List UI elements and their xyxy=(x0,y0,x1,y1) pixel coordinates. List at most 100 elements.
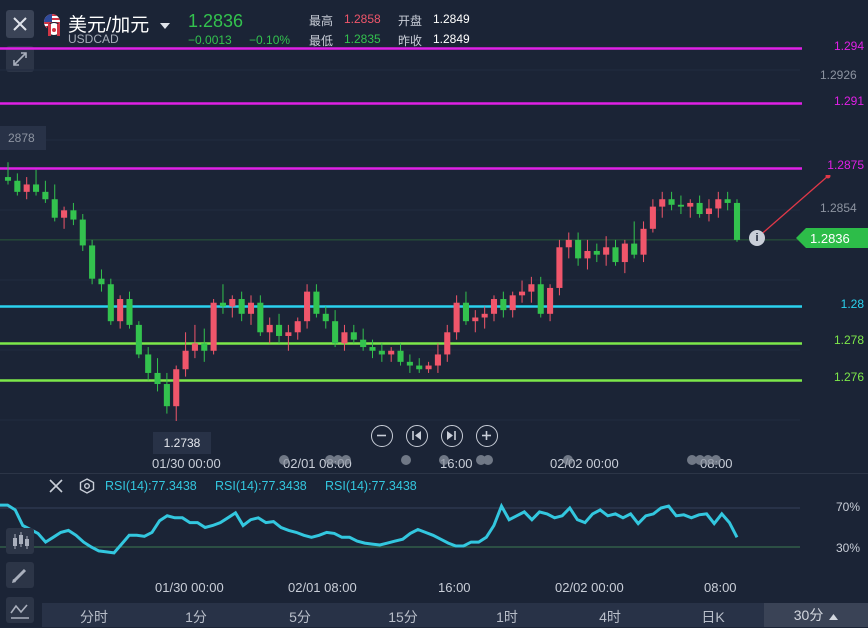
rsi-chart[interactable] xyxy=(0,490,868,580)
candle-body xyxy=(462,302,469,322)
chart-type-button[interactable] xyxy=(6,597,34,623)
level-tag: 1.294 xyxy=(802,39,864,56)
candle-body xyxy=(677,204,684,207)
candle-body xyxy=(584,250,591,259)
high-label: 最高 xyxy=(309,14,334,28)
tab-timeframe[interactable]: 1分 xyxy=(185,609,207,625)
candle-body xyxy=(257,302,264,333)
skip-next-button[interactable] xyxy=(441,425,463,447)
candle-body xyxy=(98,278,105,285)
tab-timeframe-active[interactable]: 30分 xyxy=(764,603,868,627)
candle-body xyxy=(51,199,58,218)
prev-close-label: 昨收 xyxy=(398,34,423,48)
settings-hexagon-icon xyxy=(79,478,95,494)
candle-body xyxy=(229,299,236,307)
tab-timeframe[interactable]: 5分 xyxy=(289,609,311,625)
candle-body xyxy=(117,299,124,322)
candle-body xyxy=(659,199,666,207)
rsi-level-high: 70% xyxy=(836,500,861,514)
info-icon[interactable]: i xyxy=(749,230,765,246)
candle-body xyxy=(285,332,292,336)
zoom-in-button[interactable] xyxy=(476,425,498,447)
collapse-button[interactable] xyxy=(6,46,34,72)
candle-body xyxy=(406,361,413,366)
pencil-icon xyxy=(12,568,27,583)
candle-body xyxy=(360,339,367,348)
canada-flag-icon xyxy=(47,22,61,36)
draw-button[interactable] xyxy=(6,562,34,588)
candle-body xyxy=(733,202,741,240)
candle-body xyxy=(70,210,77,220)
close-button[interactable] xyxy=(6,10,34,38)
time-label: 08:00 xyxy=(704,580,737,595)
candle-body xyxy=(341,332,348,344)
candle-body xyxy=(631,243,638,255)
candle-body xyxy=(453,302,460,333)
candle-body xyxy=(322,313,329,322)
indicator-button[interactable] xyxy=(6,528,34,554)
divider xyxy=(0,473,868,474)
candle-body xyxy=(145,354,152,373)
last-price: 1.2836 xyxy=(188,11,244,31)
collapse-arrows-icon xyxy=(13,52,27,66)
annotation-line xyxy=(756,175,829,239)
level-lines xyxy=(0,47,806,382)
price-change-pct: −0.10% xyxy=(249,33,291,47)
candle-body xyxy=(4,177,12,181)
candle-body xyxy=(528,284,535,292)
candle-body xyxy=(154,372,161,385)
event-markers[interactable] xyxy=(0,450,868,470)
time-label: 16:00 xyxy=(438,580,471,595)
candle-body xyxy=(434,354,441,366)
skip-prev-button[interactable] xyxy=(406,425,428,447)
tab-timeframe[interactable]: 1时 xyxy=(496,609,518,625)
candle-body xyxy=(565,239,572,248)
candle-body xyxy=(126,299,133,325)
rsi-close-button[interactable] xyxy=(48,478,64,499)
tab-timeframe[interactable]: 15分 xyxy=(388,609,418,625)
symbol-name[interactable]: 美元/加元 xyxy=(68,15,150,36)
candle-body xyxy=(649,206,656,229)
candle-body xyxy=(556,247,563,288)
rsi-settings-button[interactable] xyxy=(79,478,95,499)
candle-body xyxy=(294,321,301,333)
time-label: 01/30 00:00 xyxy=(152,456,221,471)
low-label: 最低 xyxy=(309,34,334,48)
candle-body xyxy=(23,184,30,192)
tab-timeframe[interactable]: 日K xyxy=(701,609,725,625)
level-tag: 1.2875 xyxy=(802,158,864,175)
candle-body xyxy=(14,180,21,192)
candle-body xyxy=(715,199,722,209)
candle-body xyxy=(519,291,526,296)
time-label: 01/30 00:00 xyxy=(155,580,224,595)
candle-body xyxy=(304,291,311,322)
current-price-text: 1.2836 xyxy=(810,231,850,246)
candle-body xyxy=(238,299,245,314)
candle-body xyxy=(276,324,283,336)
candle-body xyxy=(79,219,86,246)
candle-body xyxy=(575,239,582,259)
candle-body xyxy=(425,365,432,370)
candle-body xyxy=(640,228,647,255)
candle-body xyxy=(378,350,385,355)
candle-body xyxy=(369,347,376,351)
candle-body xyxy=(537,284,544,314)
price-change: −0.0013 xyxy=(188,33,232,47)
zoom-in-icon xyxy=(482,431,491,440)
candle-body xyxy=(612,247,619,263)
candle-body xyxy=(89,245,96,279)
candlestick-chart[interactable] xyxy=(0,0,868,480)
timeframe-bar xyxy=(42,603,868,627)
zoom-out-button[interactable] xyxy=(371,425,393,447)
candle-body xyxy=(687,202,694,207)
candle-body xyxy=(201,343,208,351)
dropdown-caret-icon[interactable] xyxy=(160,17,170,35)
candle-body xyxy=(313,291,320,314)
tab-timeframe[interactable]: 分时 xyxy=(80,609,108,625)
candle-body xyxy=(182,350,189,370)
open-value: 1.2849 xyxy=(433,12,470,26)
candle-body xyxy=(163,384,170,407)
tab-timeframe[interactable]: 4时 xyxy=(599,609,621,625)
candle-body xyxy=(416,365,423,370)
candle-body xyxy=(696,202,703,215)
